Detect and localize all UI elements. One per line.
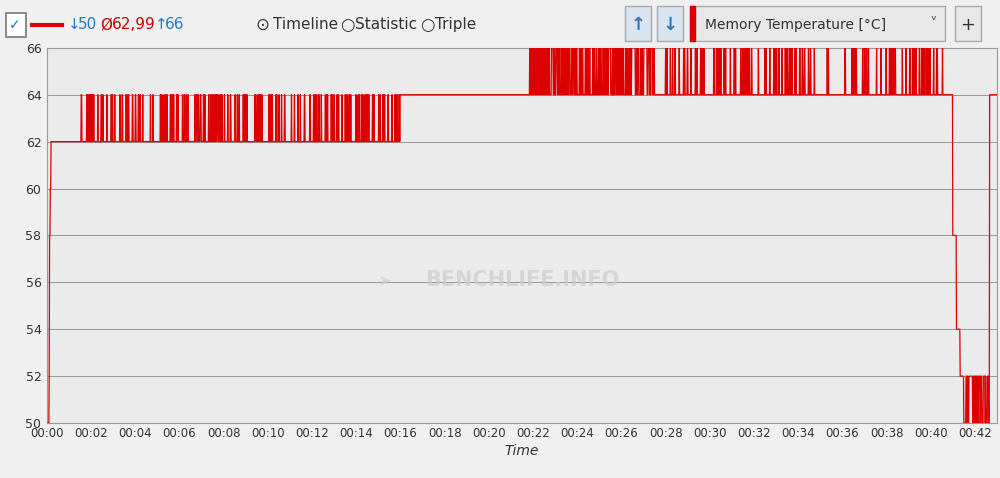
X-axis label: Time: Time — [505, 445, 539, 458]
Text: ⊙: ⊙ — [255, 16, 269, 34]
Text: Memory Temperature [°C]: Memory Temperature [°C] — [705, 18, 886, 32]
Text: 50: 50 — [78, 17, 97, 33]
Text: ○: ○ — [420, 16, 434, 34]
Text: ↓: ↓ — [68, 17, 81, 33]
Text: ↑: ↑ — [155, 17, 168, 33]
Text: 62,99: 62,99 — [112, 17, 156, 33]
Text: ↑: ↑ — [630, 16, 646, 34]
FancyBboxPatch shape — [955, 7, 981, 41]
Text: ➤: ➤ — [377, 272, 391, 290]
Text: Ø: Ø — [100, 17, 112, 33]
Text: ✓: ✓ — [9, 18, 21, 32]
Text: +: + — [960, 16, 976, 34]
Text: Statistic: Statistic — [355, 17, 417, 33]
FancyBboxPatch shape — [625, 7, 651, 41]
Text: 66: 66 — [165, 17, 184, 33]
Bar — [690, 7, 695, 41]
FancyBboxPatch shape — [6, 13, 26, 37]
Text: BENCHLIFE.INFO: BENCHLIFE.INFO — [425, 271, 619, 291]
Text: ˅: ˅ — [930, 17, 938, 33]
FancyBboxPatch shape — [657, 7, 683, 41]
Text: Timeline: Timeline — [273, 17, 338, 33]
Text: Triple: Triple — [435, 17, 476, 33]
Text: ↓: ↓ — [662, 16, 678, 34]
FancyBboxPatch shape — [690, 7, 945, 41]
Text: ○: ○ — [340, 16, 354, 34]
